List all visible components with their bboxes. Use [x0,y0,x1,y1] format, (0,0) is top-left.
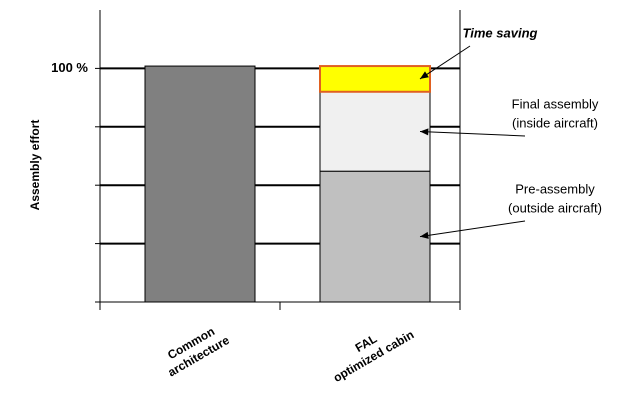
y-axis-label: Assembly effort [28,120,42,211]
bar-segment [144,65,256,303]
annotation-arrow [419,220,526,238]
bar-segment [319,91,431,172]
y-tick-label: 100 % [51,60,88,75]
arrow-head [420,128,429,136]
bar-segment [319,65,431,93]
arrow-head [420,231,429,239]
bar-segment [319,170,431,303]
annotation-label: (outside aircraft) [508,200,602,215]
annotation-label: (inside aircraft) [512,115,598,130]
arrow-head [420,71,429,79]
bars [144,65,431,303]
annotation-label: Final assembly [512,96,599,111]
annotation-label: Pre-assembly [515,181,595,196]
annotation-arrow [419,130,526,137]
annotation-arrow [419,45,471,80]
annotation-label: Time saving [463,25,538,40]
